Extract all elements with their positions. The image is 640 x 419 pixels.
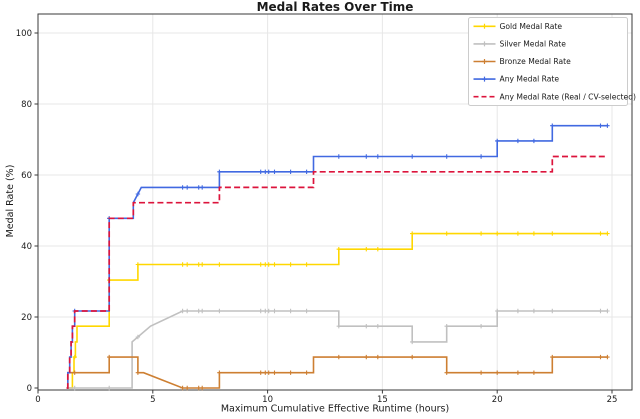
series-markers-bronze-medal-rate xyxy=(72,354,610,391)
x-tick-label: 20 xyxy=(492,395,503,405)
plot-border xyxy=(37,13,633,391)
legend-marker xyxy=(482,23,487,29)
x-tick-label: 15 xyxy=(377,395,388,405)
x-tick-label: 5 xyxy=(150,395,155,405)
series-line-any-medal-rate-real-cv-selected xyxy=(66,155,608,389)
series-markers-gold-medal-rate xyxy=(72,231,610,360)
series-line-silver-medal-rate xyxy=(66,310,608,389)
y-tick-label: 100 xyxy=(16,29,32,39)
y-tick-label: 60 xyxy=(21,171,32,181)
y-tick-label: 40 xyxy=(21,242,32,252)
legend-label: Gold Medal Rate xyxy=(500,22,563,31)
axes: 0 5 10 15 20 25 0 20 40 60 80 100 xyxy=(16,13,633,405)
x-tick-label: 10 xyxy=(262,395,273,405)
legend-label: Any Medal Rate xyxy=(500,75,560,84)
legend-label: Bronze Medal Rate xyxy=(500,57,572,66)
legend-box xyxy=(468,17,628,106)
chart-title: Medal Rates Over Time xyxy=(257,0,414,14)
y-tick-label: 80 xyxy=(21,100,32,110)
legend-label: Any Medal Rate (Real / CV-selected) xyxy=(500,92,637,101)
y-tick-label: 0 xyxy=(27,384,32,394)
y-axis-label: Medal Rate (%) xyxy=(5,165,16,238)
legend-item-any-medal-rate: Any Medal Rate xyxy=(473,75,560,84)
x-tick-label: 25 xyxy=(607,395,618,405)
legend-item-silver-medal-rate: Silver Medal Rate xyxy=(473,40,567,49)
legend-marker xyxy=(482,76,487,82)
legend-item-gold-medal-rate: Gold Medal Rate xyxy=(473,22,563,31)
legend-marker xyxy=(482,41,487,47)
legend-label: Silver Medal Rate xyxy=(500,40,567,49)
series-markers-silver-medal-rate xyxy=(72,308,610,391)
series-lines xyxy=(66,123,610,391)
x-tick-label: 0 xyxy=(35,395,40,405)
legend-item-bronze-medal-rate: Bronze Medal Rate xyxy=(473,57,572,66)
y-tick-label: 20 xyxy=(21,313,32,323)
x-axis-label: Maximum Cumulative Effective Runtime (ho… xyxy=(221,404,449,415)
legend: Gold Medal Rate Silver Medal Rate Bronze M… xyxy=(468,17,637,106)
legend-marker xyxy=(482,59,487,64)
legend-item-any-medal-rate-real-cv-selected: Any Medal Rate (Real / CV-selected) xyxy=(473,92,637,101)
